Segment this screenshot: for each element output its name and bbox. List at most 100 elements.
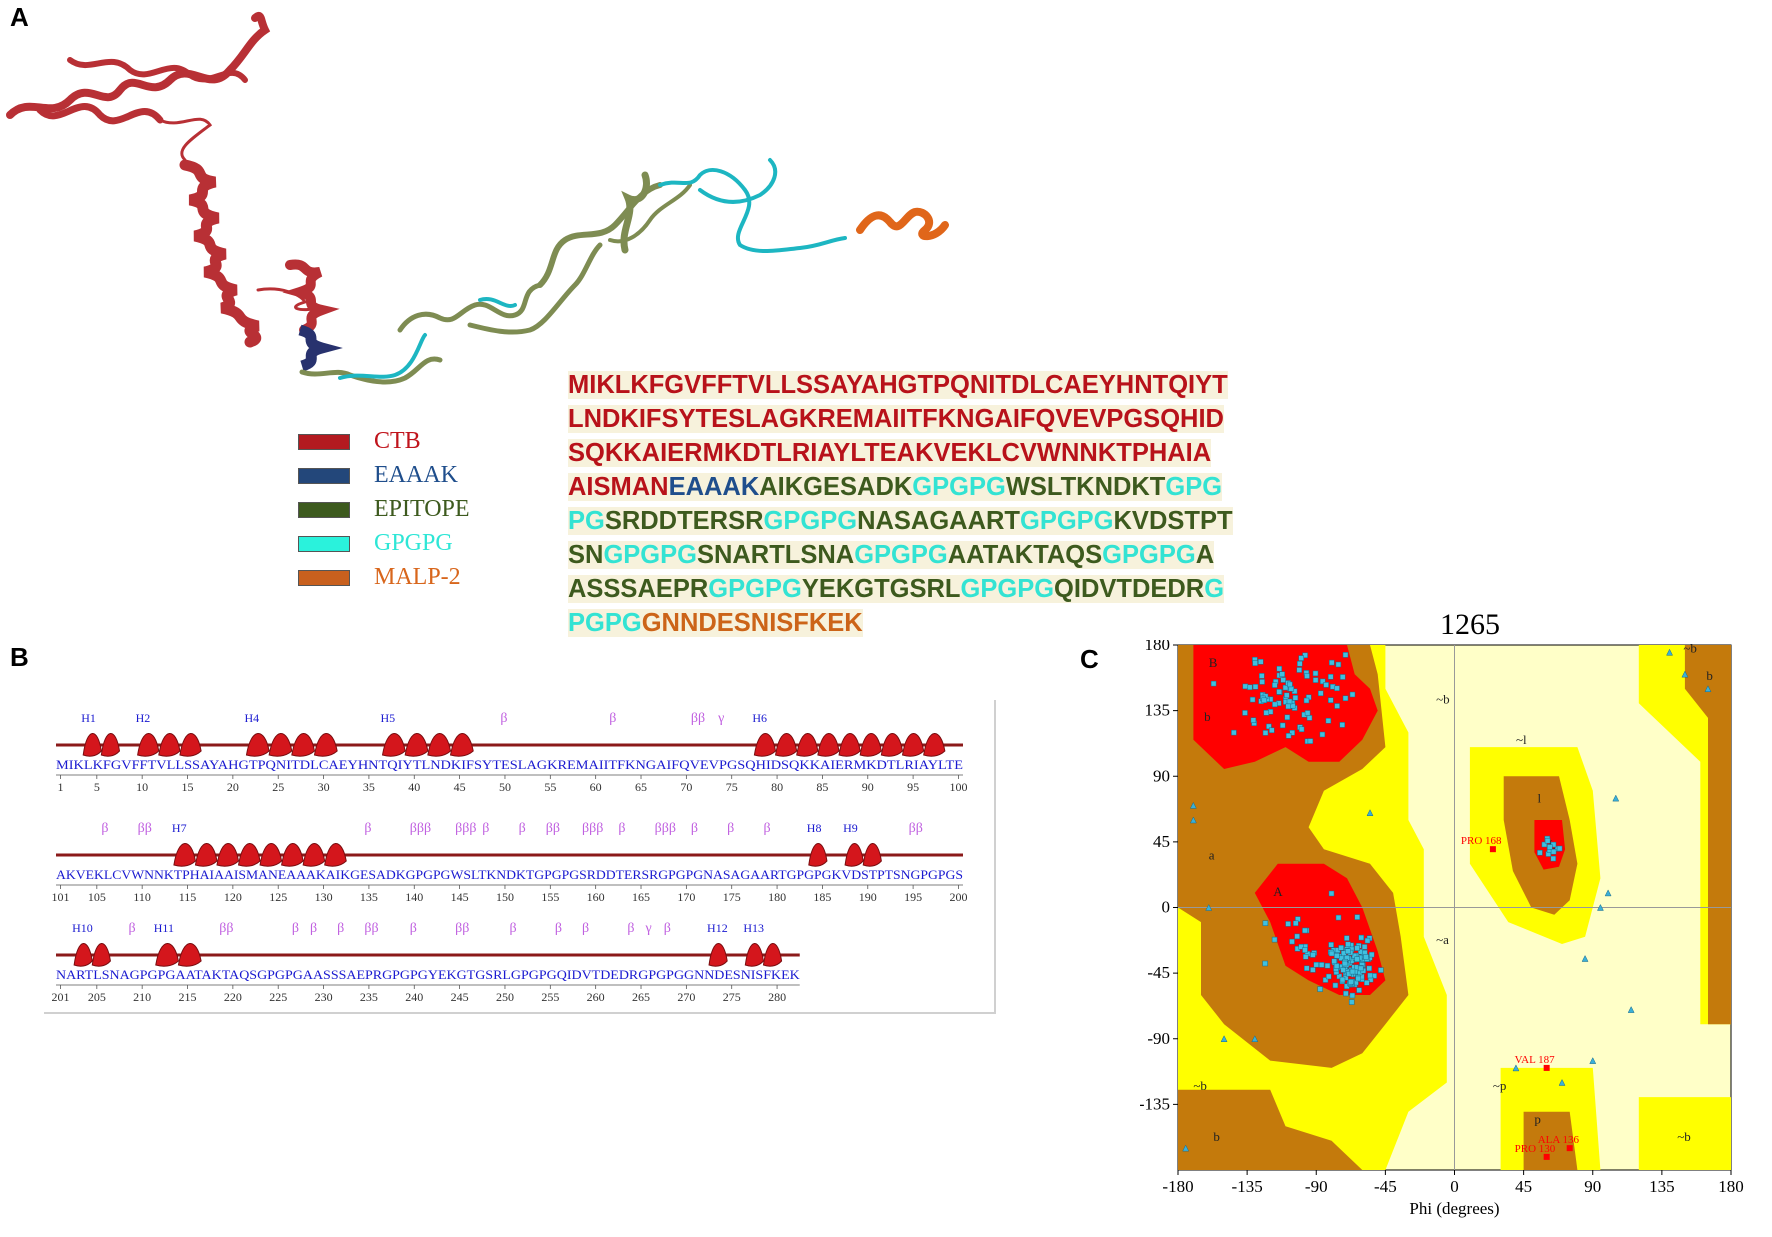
region-label: b (1213, 1129, 1220, 1144)
residue-point (1259, 679, 1265, 685)
ruler-tick-label: 255 (541, 990, 559, 1004)
ruler-tick-label: 280 (768, 990, 786, 1004)
residue-point (1339, 674, 1346, 680)
ruler-tick-label: 185 (813, 890, 831, 904)
residue-point (1326, 973, 1332, 980)
residue-point (1541, 841, 1548, 848)
ss-sequence-text: NARTLSNAGPGPGAATAKTAQSGPGPGAASSSAEPRGPGP… (56, 968, 800, 982)
residue-point (1537, 849, 1543, 856)
strand-mark: β (500, 711, 507, 726)
residue-point (1319, 731, 1326, 738)
strand-mark: β (129, 921, 136, 936)
fusion-protein-sequence: MIKLKFGVFFTVLLSSAYAHGTPQNITDLCAEYHNTQIYT… (568, 368, 1233, 640)
residue-point (1210, 680, 1217, 687)
generous-region-right-bottom (1638, 1097, 1731, 1170)
ruler-tick-label: 225 (269, 990, 287, 1004)
residue-point (1368, 951, 1375, 958)
residue-point (1342, 652, 1349, 658)
ss-sequence-text: MIKLKFGVFFTVLLSSAYAHGTPQNITDLCAEYHNTQIYT… (56, 758, 963, 772)
residue-point (1261, 697, 1267, 704)
ruler-tick-label: 100 (949, 780, 967, 794)
strand-mark: β (292, 921, 299, 936)
residue-point (1366, 965, 1372, 972)
strand-mark: β (727, 821, 734, 836)
residue-point (1341, 960, 1348, 967)
flagged-residue-label: PRO 130 (1515, 1143, 1556, 1155)
ruler-tick-label: 5 (94, 780, 100, 794)
glycine-point (1627, 1006, 1635, 1013)
glycine-point (1604, 889, 1612, 897)
sequence-segment-eaaak: EAAAK (668, 473, 760, 501)
y-tick-label: 90 (1153, 766, 1170, 785)
residue-point (1296, 667, 1303, 673)
strand-mark: ββ (455, 921, 469, 936)
sequence-line: PGSRDDTERSRGPGPGNASAGAARTGPGPGKVDSTPT (568, 504, 1233, 538)
strand-mark: ββ (909, 821, 923, 836)
region-label: a (1209, 847, 1215, 862)
residue-point (1328, 890, 1335, 897)
residue-point (1302, 947, 1308, 953)
residue-point (1318, 962, 1325, 968)
residue-point (1348, 979, 1354, 985)
ruler-tick-label: 215 (179, 990, 197, 1004)
ruler-tick-label: 45 (454, 780, 466, 794)
residue-point (1327, 674, 1334, 680)
residue-point (1349, 691, 1356, 698)
x-tick-label: -135 (1232, 1177, 1263, 1196)
residue-point (1252, 684, 1259, 690)
strand-mark: β (482, 821, 489, 836)
residue-point (1285, 733, 1292, 739)
sequence-segment-gp: GPGPG (603, 541, 697, 569)
glycine-point (1581, 954, 1589, 962)
sequence-segment-gp: GPGPG (1019, 507, 1114, 535)
residue-point (1547, 844, 1553, 850)
sequence-line: SQKKAIERMKDTLRIAYLTEAKVEKLCVWNNKTPHAIA (568, 436, 1233, 470)
flagged-residue-label: PRO 168 (1461, 835, 1502, 847)
residue-point (1318, 690, 1324, 697)
residue-point (1304, 710, 1311, 716)
residue-point (1317, 986, 1323, 992)
protein-3d-structure (6, 11, 949, 385)
sequence-segment-epi: KVDSTPT (1113, 507, 1233, 535)
residue-point (1302, 927, 1308, 934)
residue-point (1298, 726, 1305, 733)
sequence-segment-epi: ASSSAEPR (568, 575, 709, 603)
ruler-tick-label: 125 (269, 890, 287, 904)
sequence-segment-epi: A (1195, 541, 1215, 569)
residue-point (1271, 936, 1278, 943)
strand-mark: γ (645, 921, 652, 936)
helix-h11 (155, 943, 202, 967)
residue-point (1310, 967, 1316, 973)
residue-point (1266, 723, 1272, 730)
ruler-tick-label: 240 (405, 990, 423, 1004)
glycine-point (1220, 1035, 1228, 1042)
residue-point (1323, 682, 1329, 688)
ruler-tick-label: 110 (133, 890, 151, 904)
helix-h6 (753, 733, 946, 757)
residue-point (1297, 660, 1303, 667)
residue-point (1556, 845, 1563, 852)
ruler-tick-label: 220 (224, 990, 242, 1004)
helix-h4 (245, 733, 338, 757)
residue-point (1349, 968, 1356, 975)
helix-h2 (137, 733, 202, 757)
residue-point (1272, 701, 1278, 708)
ruler-tick-label: 105 (88, 890, 106, 904)
residue-point (1272, 682, 1278, 688)
residue-point (1335, 661, 1342, 668)
panel-label-a: A (10, 2, 29, 32)
strand-mark: β (337, 921, 344, 936)
residue-point (1307, 738, 1314, 744)
sequence-segment-gp: PGPG (568, 609, 642, 637)
y-tick-label: -90 (1147, 1029, 1170, 1048)
residue-point (1298, 655, 1304, 661)
ruler-tick-label: 20 (227, 780, 239, 794)
legend-swatch-malp2 (298, 570, 350, 586)
residue-point (1333, 963, 1340, 969)
residue-point (1258, 659, 1264, 665)
ruler-tick-label: 190 (859, 890, 877, 904)
ruler-tick-label: 265 (632, 990, 650, 1004)
helix-label: H6 (752, 711, 767, 725)
legend-label-eaaak: EAAAK (374, 462, 458, 488)
residue-point (1334, 952, 1340, 959)
